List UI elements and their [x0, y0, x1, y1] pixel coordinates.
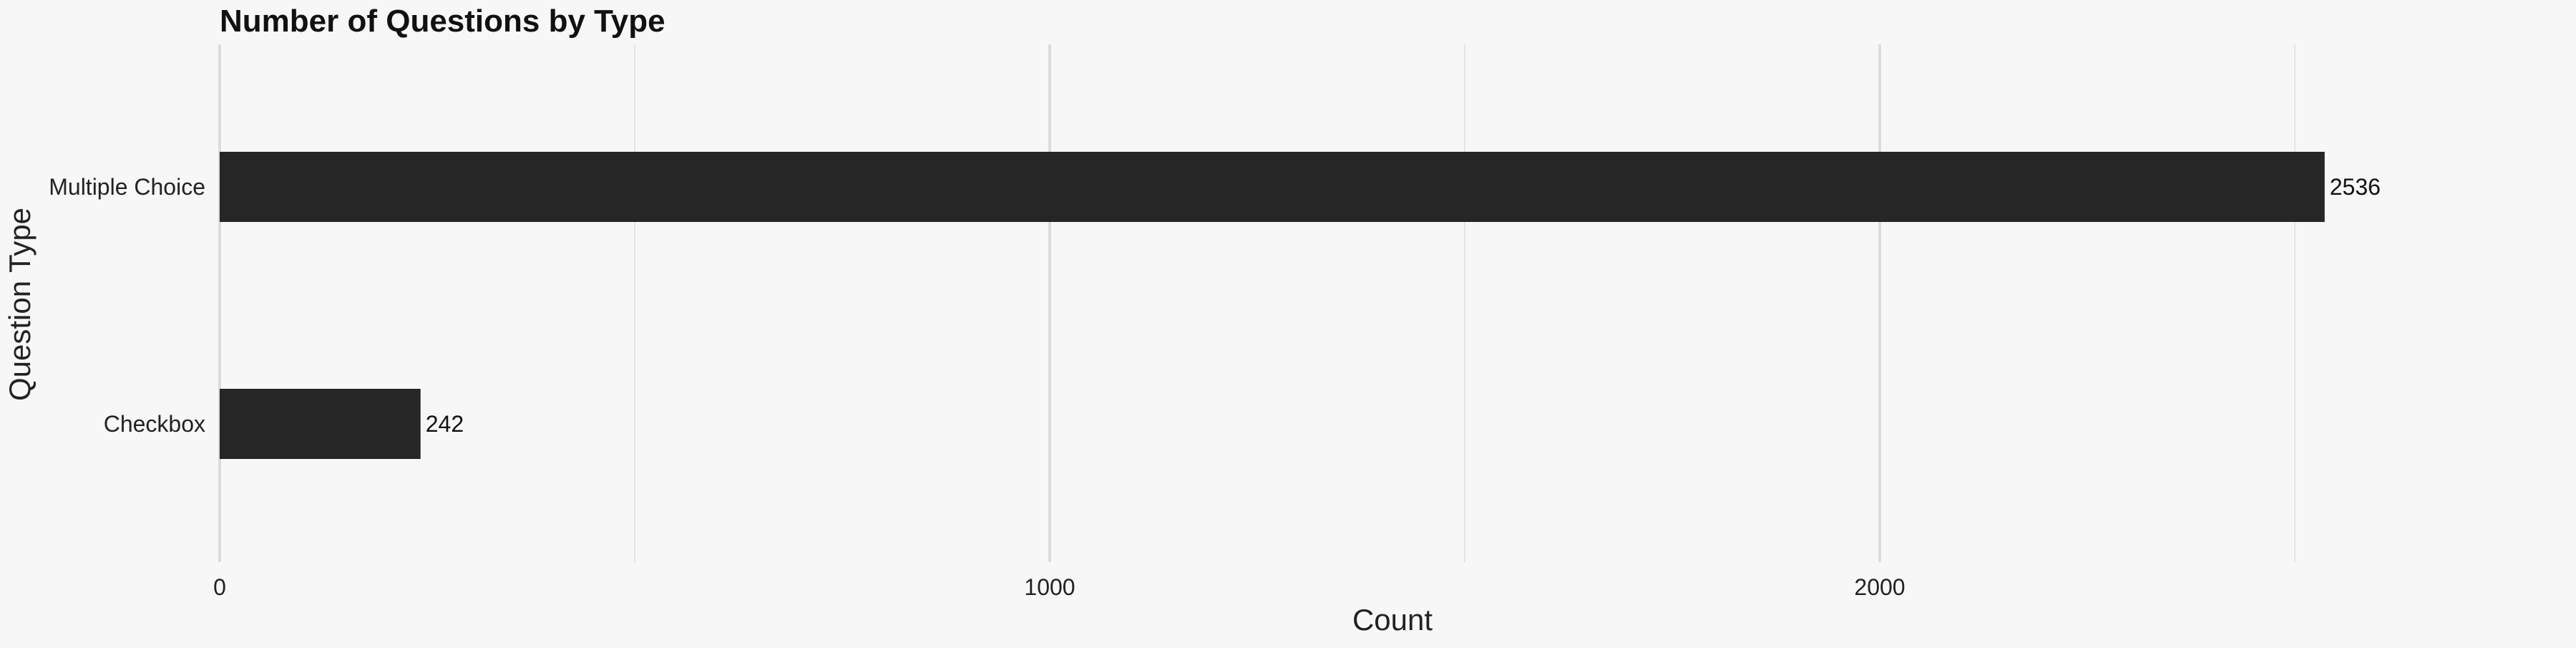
x-tick-label-0: 0: [213, 574, 226, 600]
data-labels: 2536 242: [426, 174, 2381, 437]
data-label-multiple-choice: 2536: [2330, 174, 2381, 200]
y-tick-label-checkbox: Checkbox: [104, 411, 205, 437]
y-axis-title: Question Type: [3, 208, 36, 401]
bar-multiple-choice: [220, 152, 2325, 222]
y-tick-label-multiple-choice: Multiple Choice: [49, 174, 205, 200]
x-tick-label-1000: 1000: [1024, 574, 1075, 600]
axis-ticks: 0 1000 2000 Multiple Choice Checkbox: [49, 174, 1905, 600]
x-tick-label-2000: 2000: [1854, 574, 1905, 600]
chart-title: Number of Questions by Type: [220, 4, 665, 39]
gridlines: [218, 44, 2296, 562]
bars: [220, 152, 2325, 459]
x-axis-title: Count: [1352, 603, 1433, 637]
bar-checkbox: [220, 389, 421, 459]
data-label-checkbox: 242: [426, 411, 464, 437]
